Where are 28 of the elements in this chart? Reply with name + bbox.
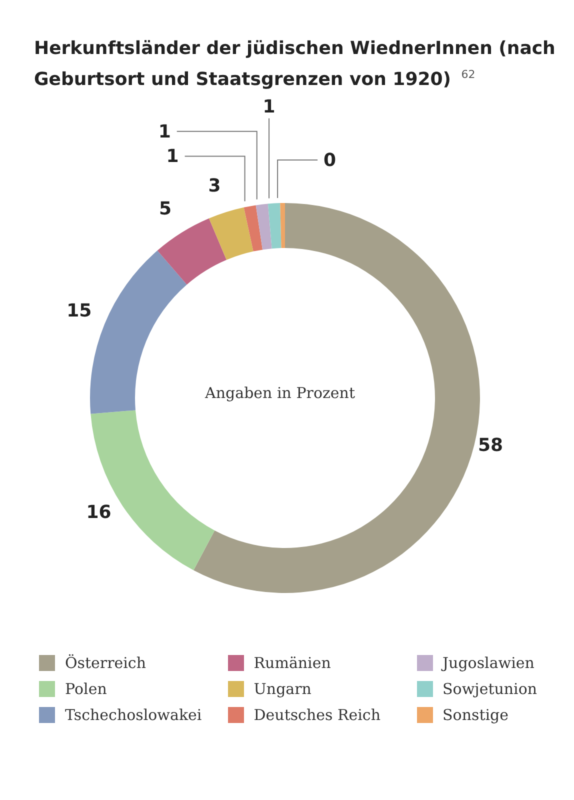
data-label: 5 <box>159 198 172 220</box>
donut-slice <box>256 204 272 250</box>
data-label: 1 <box>158 121 171 142</box>
legend-label: Ungarn <box>254 680 312 698</box>
data-label: 16 <box>86 502 112 523</box>
data-label: 15 <box>66 300 92 322</box>
data-label: 58 <box>478 434 504 456</box>
data-label: 1 <box>166 146 179 168</box>
data-label: 3 <box>208 176 221 197</box>
legend-label: Tschechoslowakei <box>65 706 202 724</box>
legend-label: Österreich <box>65 654 146 672</box>
donut-slice <box>280 203 285 248</box>
donut-slice <box>90 250 187 414</box>
donut-slice <box>244 205 263 252</box>
legend-label: Polen <box>65 680 107 698</box>
donut-slice <box>194 203 480 593</box>
legend-label: Deutsches Reich <box>254 706 380 724</box>
legend-label: Sowjetunion <box>442 680 538 698</box>
legend-label: Jugoslawien <box>442 654 534 672</box>
legend-label: Sonstige <box>442 706 509 724</box>
data-label: 1 <box>262 96 276 118</box>
legend-label: Rumänien <box>254 654 331 672</box>
data-label: 0 <box>324 150 336 172</box>
text: Angaben in Prozent <box>204 384 355 402</box>
donut-slice <box>268 203 282 249</box>
donut-slice <box>157 218 227 285</box>
donut-slice <box>208 207 254 260</box>
chart-title: Herkunftsländer der jüdischen WiednerInnen (nach Geburtsort und Staatsgrenzen von 1920) $^{62}$ <box>33 37 556 92</box>
